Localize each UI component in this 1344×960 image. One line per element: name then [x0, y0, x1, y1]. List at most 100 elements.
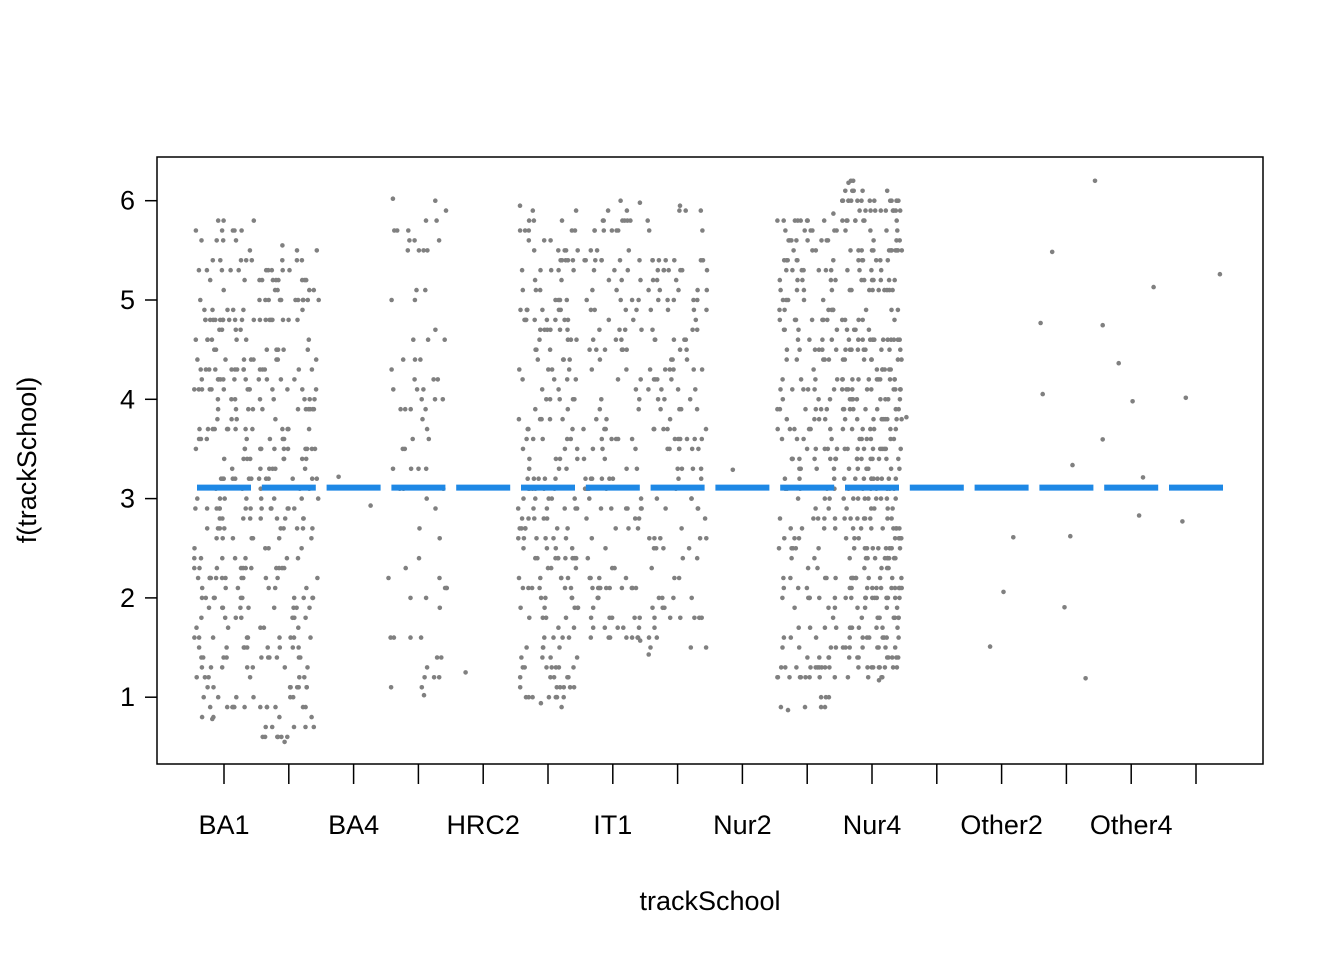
data-point — [252, 218, 257, 223]
data-point — [538, 576, 543, 581]
data-point — [621, 625, 626, 630]
data-point — [286, 506, 291, 511]
data-point — [648, 645, 653, 650]
data-point — [235, 367, 240, 372]
data-point — [192, 387, 197, 392]
data-point — [248, 675, 253, 680]
data-point — [860, 616, 865, 621]
data-point — [616, 377, 621, 382]
data-point — [1184, 396, 1189, 401]
data-point — [274, 566, 279, 571]
data-point — [841, 645, 846, 650]
data-point — [238, 606, 243, 611]
data-point — [833, 278, 838, 283]
data-point — [527, 238, 532, 243]
data-point — [887, 347, 892, 352]
data-point — [234, 417, 239, 422]
data-point — [406, 248, 411, 253]
data-point — [831, 258, 836, 263]
data-point — [278, 526, 283, 531]
data-point — [259, 506, 264, 511]
data-point — [565, 675, 570, 680]
data-point — [220, 268, 225, 273]
data-point — [597, 328, 602, 333]
data-point — [703, 516, 708, 521]
data-point — [423, 407, 428, 412]
data-point — [606, 208, 611, 213]
data-point — [862, 347, 867, 352]
data-point — [669, 357, 674, 362]
data-point — [889, 198, 894, 203]
data-point — [797, 347, 802, 352]
data-point — [562, 318, 567, 323]
data-point — [896, 655, 901, 660]
data-point — [203, 675, 208, 680]
data-point — [1001, 590, 1006, 595]
data-point — [866, 576, 871, 581]
data-point — [888, 427, 893, 432]
data-point — [824, 576, 829, 581]
data-point — [624, 347, 629, 352]
data-point — [199, 556, 204, 561]
data-point — [210, 308, 215, 313]
data-point — [554, 665, 559, 670]
data-point — [668, 367, 673, 372]
data-point — [812, 387, 817, 392]
data-point — [533, 556, 538, 561]
data-point — [549, 566, 554, 571]
data-point — [618, 198, 623, 203]
data-point — [296, 645, 301, 650]
data-point — [434, 218, 439, 223]
data-point — [541, 616, 546, 621]
data-point — [859, 526, 864, 531]
data-point — [847, 556, 852, 561]
data-point — [572, 556, 577, 561]
data-point — [652, 625, 657, 630]
data-point — [420, 417, 425, 422]
data-point — [258, 447, 263, 452]
data-point — [283, 665, 288, 670]
data-point — [879, 566, 884, 571]
data-point — [522, 318, 527, 323]
data-point — [895, 606, 900, 611]
data-point — [538, 328, 543, 333]
data-point — [599, 397, 604, 402]
data-point — [780, 645, 785, 650]
data-point — [549, 665, 554, 670]
data-point — [609, 506, 614, 511]
data-point — [522, 665, 527, 670]
data-point — [699, 258, 704, 263]
data-point — [672, 298, 677, 303]
data-point — [214, 347, 219, 352]
data-point — [790, 457, 795, 462]
data-point — [543, 476, 548, 481]
data-point — [296, 407, 301, 412]
data-point — [792, 427, 797, 432]
data-point — [518, 685, 523, 690]
data-point — [805, 218, 810, 223]
data-point — [236, 586, 241, 591]
data-point — [655, 278, 660, 283]
data-point — [228, 268, 233, 273]
data-point — [815, 665, 820, 670]
data-point — [282, 566, 287, 571]
data-point — [896, 635, 901, 640]
data-point — [221, 655, 226, 660]
data-point — [705, 268, 710, 273]
data-point — [594, 417, 599, 422]
data-point — [555, 685, 560, 690]
data-point — [595, 248, 600, 253]
data-point — [389, 298, 394, 303]
data-point — [647, 228, 652, 233]
data-point — [843, 228, 848, 233]
data-point — [617, 328, 622, 333]
data-point — [202, 308, 207, 313]
data-point — [864, 596, 869, 601]
data-point — [587, 347, 592, 352]
data-point — [672, 337, 677, 342]
data-point — [845, 328, 850, 333]
data-point — [424, 496, 429, 501]
data-point — [786, 238, 791, 243]
data-point — [792, 536, 797, 541]
data-point — [590, 586, 595, 591]
